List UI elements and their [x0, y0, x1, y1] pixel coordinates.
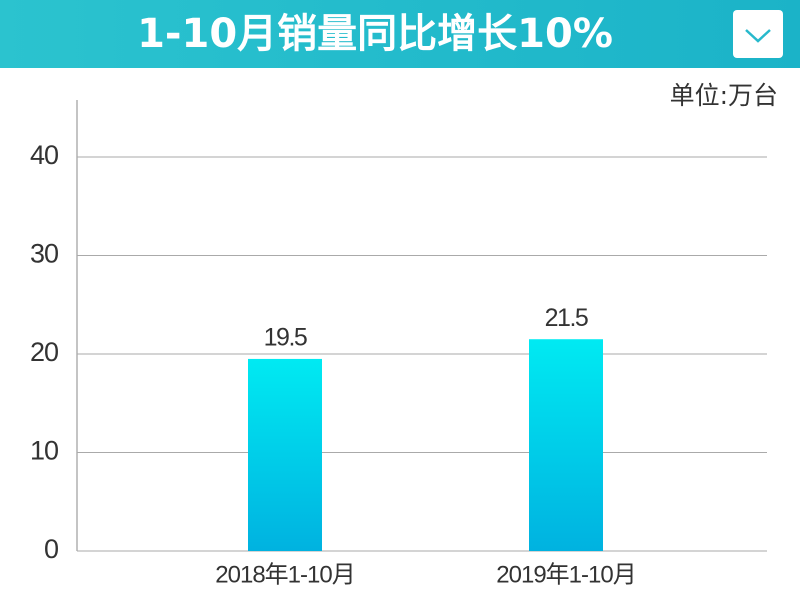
bar	[248, 358, 322, 551]
chart-title: 1-10月销量同比增长10%	[137, 11, 613, 57]
dropdown-button[interactable]	[733, 10, 783, 58]
header-band	[0, 0, 800, 68]
y-tick-label: 0	[44, 534, 58, 564]
value-label: 21.5	[545, 304, 588, 332]
y-tick-label: 20	[30, 337, 58, 367]
y-tick-label: 10	[30, 436, 58, 466]
y-tick-label: 40	[30, 140, 58, 170]
x-tick-label: 2019年1-10月	[496, 561, 635, 588]
unit-label: 单位:万台	[670, 81, 778, 110]
value-label: 19.5	[264, 324, 307, 352]
bar	[529, 339, 603, 551]
y-tick-label: 30	[30, 239, 58, 269]
x-tick-label: 2018年1-10月	[215, 561, 354, 588]
